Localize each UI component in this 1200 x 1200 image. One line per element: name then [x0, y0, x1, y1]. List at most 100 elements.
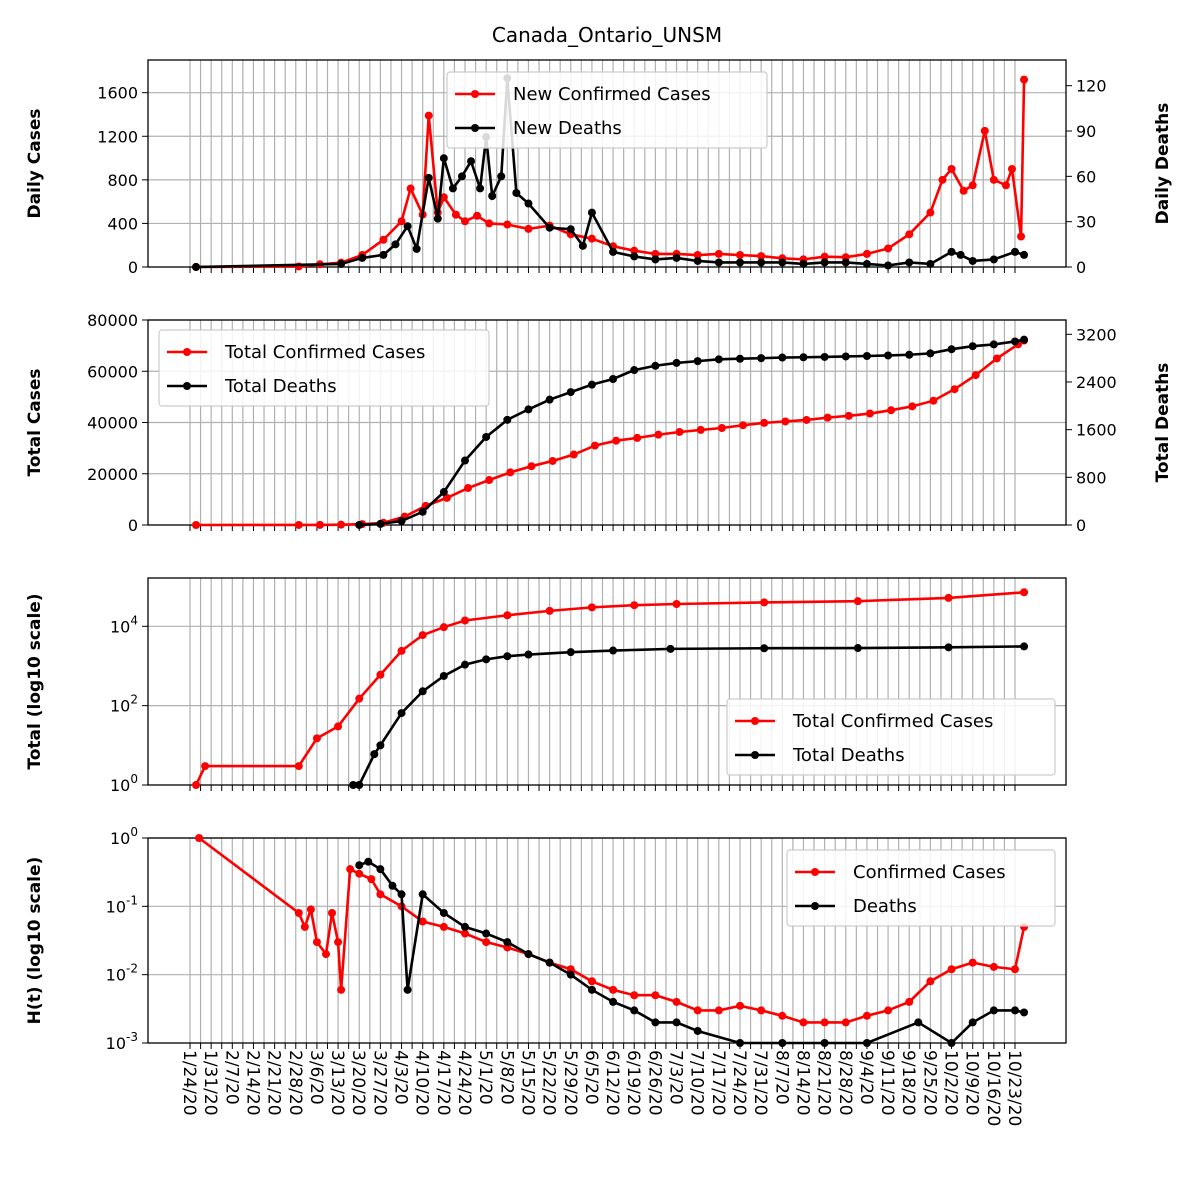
data-point [376, 865, 385, 874]
data-point [370, 750, 379, 759]
data-point [971, 371, 980, 380]
data-point [397, 646, 406, 655]
axes-frame [147, 577, 1067, 786]
y-right-tick-label: 2400 [1076, 373, 1117, 392]
data-point [512, 188, 521, 197]
x-tick-label: 7/3/20 [666, 1050, 686, 1105]
data-point [424, 173, 433, 182]
x-tick-label: 10/16/20 [983, 1050, 1003, 1126]
y-right-tick-label: 0 [1076, 258, 1086, 277]
x-tick-label: 3/6/20 [306, 1050, 326, 1105]
data-point [461, 217, 469, 226]
data-point [778, 353, 787, 362]
data-point [569, 450, 578, 459]
legend-box [158, 329, 490, 407]
data-point [473, 211, 482, 220]
legend-label: Confirmed Cases [853, 862, 1006, 883]
x-tick-label: 4/3/20 [391, 1050, 411, 1105]
data-point [376, 741, 385, 750]
data-point [1017, 232, 1026, 241]
data-point [294, 520, 303, 529]
grid [148, 319, 1066, 525]
y-right-tick-label: 30 [1076, 213, 1096, 232]
axes-frame [147, 319, 1067, 526]
data-point [989, 1006, 998, 1015]
data-point [799, 1018, 808, 1027]
data-point [884, 244, 893, 253]
legend-item: Total Confirmed Cases [735, 711, 993, 732]
data-point [675, 427, 684, 436]
y-axis-label: Total (log10 scale) [25, 593, 45, 769]
data-point [439, 488, 448, 497]
data-point [672, 997, 681, 1006]
x-tick-label: 8/7/20 [771, 1050, 791, 1105]
y-right-axis-label: Daily Deaths [1153, 103, 1173, 225]
data-point [853, 597, 862, 606]
data-point [884, 1006, 893, 1015]
y-tick-label: 1200 [97, 127, 138, 146]
x-tick-label: 7/17/20 [708, 1050, 728, 1116]
y-tick-label: 10-3 [106, 1030, 138, 1053]
data-point [609, 985, 618, 994]
data-point [609, 374, 618, 383]
data-point [820, 352, 829, 361]
x-tick-label: 1/24/20 [179, 1050, 199, 1116]
panel-3: 100 102 104 Total (log10 scale) Total Confir… [25, 577, 1067, 795]
data-point [1020, 642, 1029, 651]
legend-box [726, 698, 1056, 776]
data-point [379, 235, 388, 244]
data-point [947, 345, 956, 354]
data-point [630, 601, 639, 610]
y-right-tick-label: 120 [1076, 77, 1107, 96]
data-point [418, 687, 427, 696]
data-point [548, 456, 557, 465]
data-point [778, 1039, 787, 1047]
y-tick-label: 100 [110, 825, 138, 848]
legend: Confirmed Cases Deaths [786, 849, 1056, 927]
data-point [1020, 588, 1029, 597]
data-point [820, 1018, 829, 1027]
data-point [527, 462, 536, 471]
data-point [630, 252, 639, 261]
x-tick-label: 2/21/20 [264, 1050, 284, 1116]
series-deaths [355, 857, 1029, 1047]
data-point [693, 357, 702, 366]
data-point [736, 258, 744, 267]
series-line [196, 78, 1025, 269]
data-point [476, 184, 485, 193]
legend-item: Total Confirmed Cases [167, 342, 425, 363]
x-tick-label: 7/24/20 [729, 1050, 749, 1116]
data-point [778, 1011, 787, 1020]
data-point [989, 255, 998, 264]
x-tick-label: 10/9/20 [962, 1050, 982, 1116]
x-tick-label: 7/31/20 [750, 1050, 770, 1116]
data-point [464, 484, 473, 493]
legend-box [786, 849, 1056, 927]
data-point [884, 261, 893, 270]
data-point [566, 648, 575, 657]
series-line [194, 590, 1025, 786]
data-point [524, 199, 533, 208]
data-point [503, 938, 512, 947]
data-point [630, 246, 639, 255]
data-point [989, 340, 998, 349]
y-tick-label: 1600 [97, 84, 138, 103]
data-point [654, 430, 663, 439]
data-point [947, 1039, 956, 1047]
data-point [1020, 1008, 1029, 1017]
data-point [337, 520, 346, 529]
data-point [651, 361, 660, 370]
data-point [820, 252, 829, 261]
data-point [503, 611, 512, 620]
data-point [439, 193, 448, 202]
data-point [938, 175, 947, 184]
data-point [1011, 965, 1019, 974]
data-point [820, 1039, 829, 1047]
x-tick-label: 9/11/20 [877, 1050, 897, 1116]
x-tick-label: 9/25/20 [919, 1050, 939, 1116]
data-point [334, 722, 343, 731]
legend: New Confirmed Cases New Deaths [446, 71, 768, 149]
y-right-tick-label: 90 [1076, 122, 1096, 141]
data-point [379, 250, 388, 259]
data-point [403, 222, 412, 231]
